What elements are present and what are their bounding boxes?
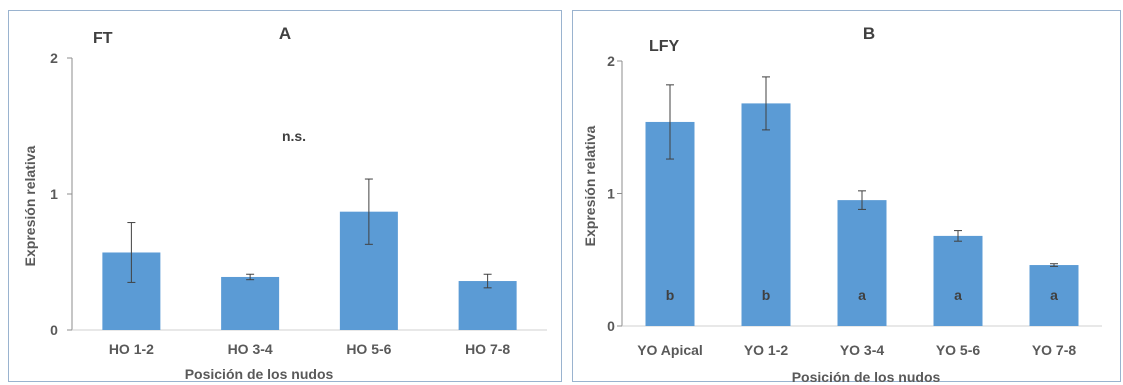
- bar-significance-letter: a: [954, 287, 962, 303]
- y-tick-label: 0: [607, 318, 615, 334]
- x-axis-title: Posición de los nudos: [792, 369, 941, 383]
- bar: [837, 200, 887, 326]
- gene-label-lfy: LFY: [649, 38, 680, 55]
- significance-annotation: n.s.: [282, 128, 306, 144]
- chart-a-svg: FT A n.s. Posición de los nudos Expresió…: [22, 24, 547, 382]
- y-tick-label: 1: [50, 186, 58, 202]
- y-axis-title: Expresión relativa: [22, 145, 38, 266]
- panel-letter-a: A: [279, 24, 291, 43]
- category-label: YO 3-4: [840, 342, 885, 358]
- y-tick-label: 0: [50, 322, 58, 338]
- y-tick-label: 1: [607, 186, 615, 202]
- bar: [458, 281, 517, 330]
- bar-significance-letter: b: [666, 287, 675, 303]
- chart-b-svg: LFY B Posición de los nudos Expresión re…: [582, 24, 1102, 383]
- category-label: HO 7-8: [465, 341, 510, 357]
- panel-letter-b: B: [863, 24, 875, 43]
- gene-label-ft: FT: [93, 30, 113, 47]
- chart-panel-b: LFY B Posición de los nudos Expresión re…: [572, 10, 1121, 383]
- chart-panel-a: FT A n.s. Posición de los nudos Expresió…: [8, 10, 562, 382]
- category-label: YO 7-8: [1032, 342, 1077, 358]
- y-axis-title: Expresión relativa: [582, 125, 598, 246]
- y-tick-label: 2: [607, 53, 615, 69]
- category-label: YO 5-6: [936, 342, 981, 358]
- category-label: HO 5-6: [346, 341, 391, 357]
- bar: [1029, 265, 1079, 326]
- category-label: YO Apical: [637, 342, 703, 358]
- category-label: HO 3-4: [228, 341, 273, 357]
- category-label: YO 1-2: [744, 342, 789, 358]
- bar: [221, 276, 280, 330]
- x-axis-title: Posición de los nudos: [185, 366, 334, 382]
- bar: [933, 235, 983, 326]
- plot-area: 0 1 2 b YO Apical b YO 1-2 a YO 3-4 a YO 5-6 a YO 7-…: [607, 53, 1102, 358]
- bar-significance-letter: b: [762, 287, 771, 303]
- bar-significance-letter: a: [858, 287, 866, 303]
- category-label: HO 1-2: [109, 341, 154, 357]
- bar: [741, 103, 791, 327]
- y-tick-label: 2: [50, 50, 58, 66]
- plot-area: 0 1 2 HO 1-2 HO 3-4 HO 5-6 HO 7-8: [50, 50, 547, 357]
- bar-significance-letter: a: [1050, 287, 1058, 303]
